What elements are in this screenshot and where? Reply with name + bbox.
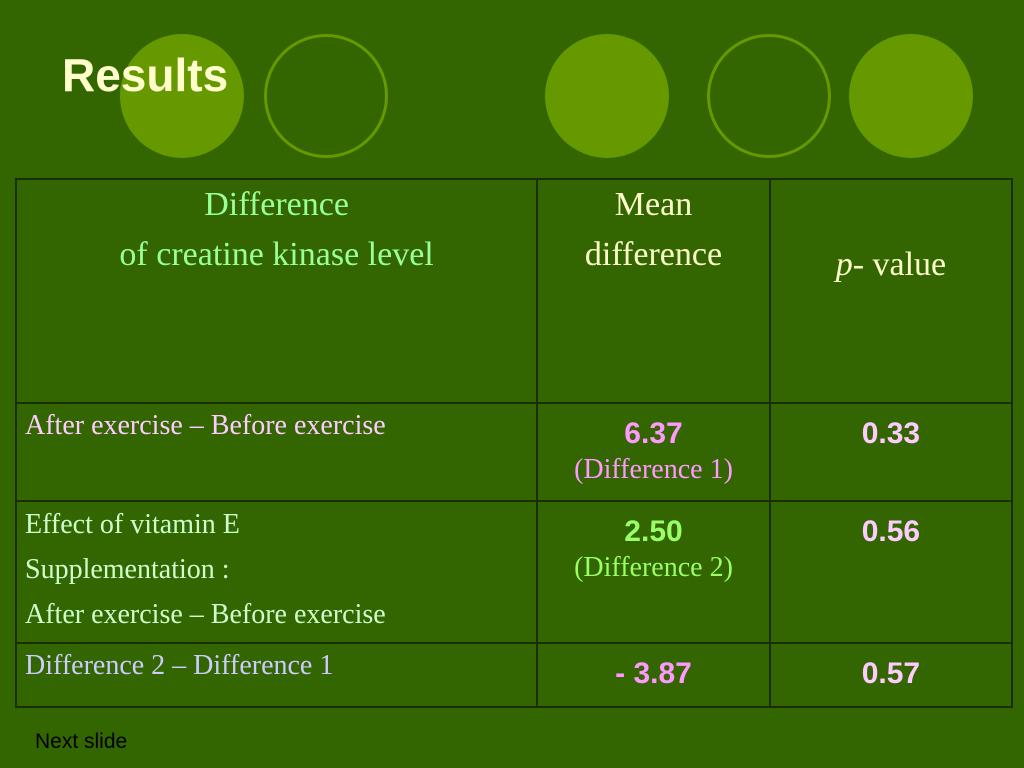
decorative-circle-3 (849, 34, 973, 158)
row-label: Effect of vitamin E Supplementation : Af… (14, 500, 539, 644)
decorative-ring-1 (264, 34, 388, 158)
mean-cell: - 3.87 (536, 642, 771, 708)
decorative-circle-2 (545, 34, 669, 158)
header-difference-line2: of creatine kinase level (119, 236, 434, 273)
table-row: Effect of vitamin E Supplementation : Af… (14, 500, 1014, 644)
header-difference-line1: Difference (204, 186, 349, 223)
table-row: Difference 2 – Difference 1 - 3.87 0.57 (14, 642, 1014, 708)
row-label-line: Effect of vitamin E (25, 509, 240, 540)
decorative-ring-2 (707, 34, 831, 158)
header-p-italic: p (835, 246, 853, 283)
mean-cell: 2.50 (Difference 2) (536, 500, 771, 644)
row-label-line: After exercise – Before exercise (25, 599, 386, 630)
p-cell: 0.33 (768, 402, 1014, 502)
header-difference: Difference of creatine kinase level (14, 178, 539, 404)
header-mean-line1: Mean (614, 186, 693, 223)
p-cell: 0.57 (768, 642, 1014, 708)
row-label: Difference 2 – Difference 1 (14, 642, 539, 708)
decorative-circle-1 (120, 34, 244, 158)
p-value: 0.33 (861, 417, 921, 450)
mean-value: 2.50 (624, 515, 683, 548)
row-label-line: Supplementation : (25, 554, 230, 585)
header-mean-line2: difference (584, 236, 723, 273)
row-label-line: After exercise – Before exercise (25, 410, 386, 441)
header-p-value: p- value (768, 178, 1014, 404)
slide-title: Results (62, 49, 229, 101)
header-mean-difference: Mean difference (536, 178, 771, 404)
table-header-row: Difference of creatine kinase level Mean… (14, 178, 1014, 404)
row-label: After exercise – Before exercise (14, 402, 539, 502)
mean-value: - 3.87 (615, 657, 692, 690)
next-slide-link[interactable]: Next slide (35, 730, 128, 753)
p-cell: 0.56 (768, 500, 1014, 644)
p-value: 0.57 (861, 657, 921, 690)
mean-cell: 6.37 (Difference 1) (536, 402, 771, 502)
row-label-line: Difference 2 – Difference 1 (25, 650, 334, 681)
mean-note: (Difference 2) (574, 552, 733, 583)
mean-note: (Difference 1) (574, 454, 733, 485)
table-row: After exercise – Before exercise 6.37 (D… (14, 402, 1014, 502)
results-table: Difference of creatine kinase level Mean… (14, 178, 1014, 708)
mean-value: 6.37 (624, 417, 683, 450)
p-value: 0.56 (861, 515, 921, 548)
header-p-rest: - value (852, 246, 947, 283)
